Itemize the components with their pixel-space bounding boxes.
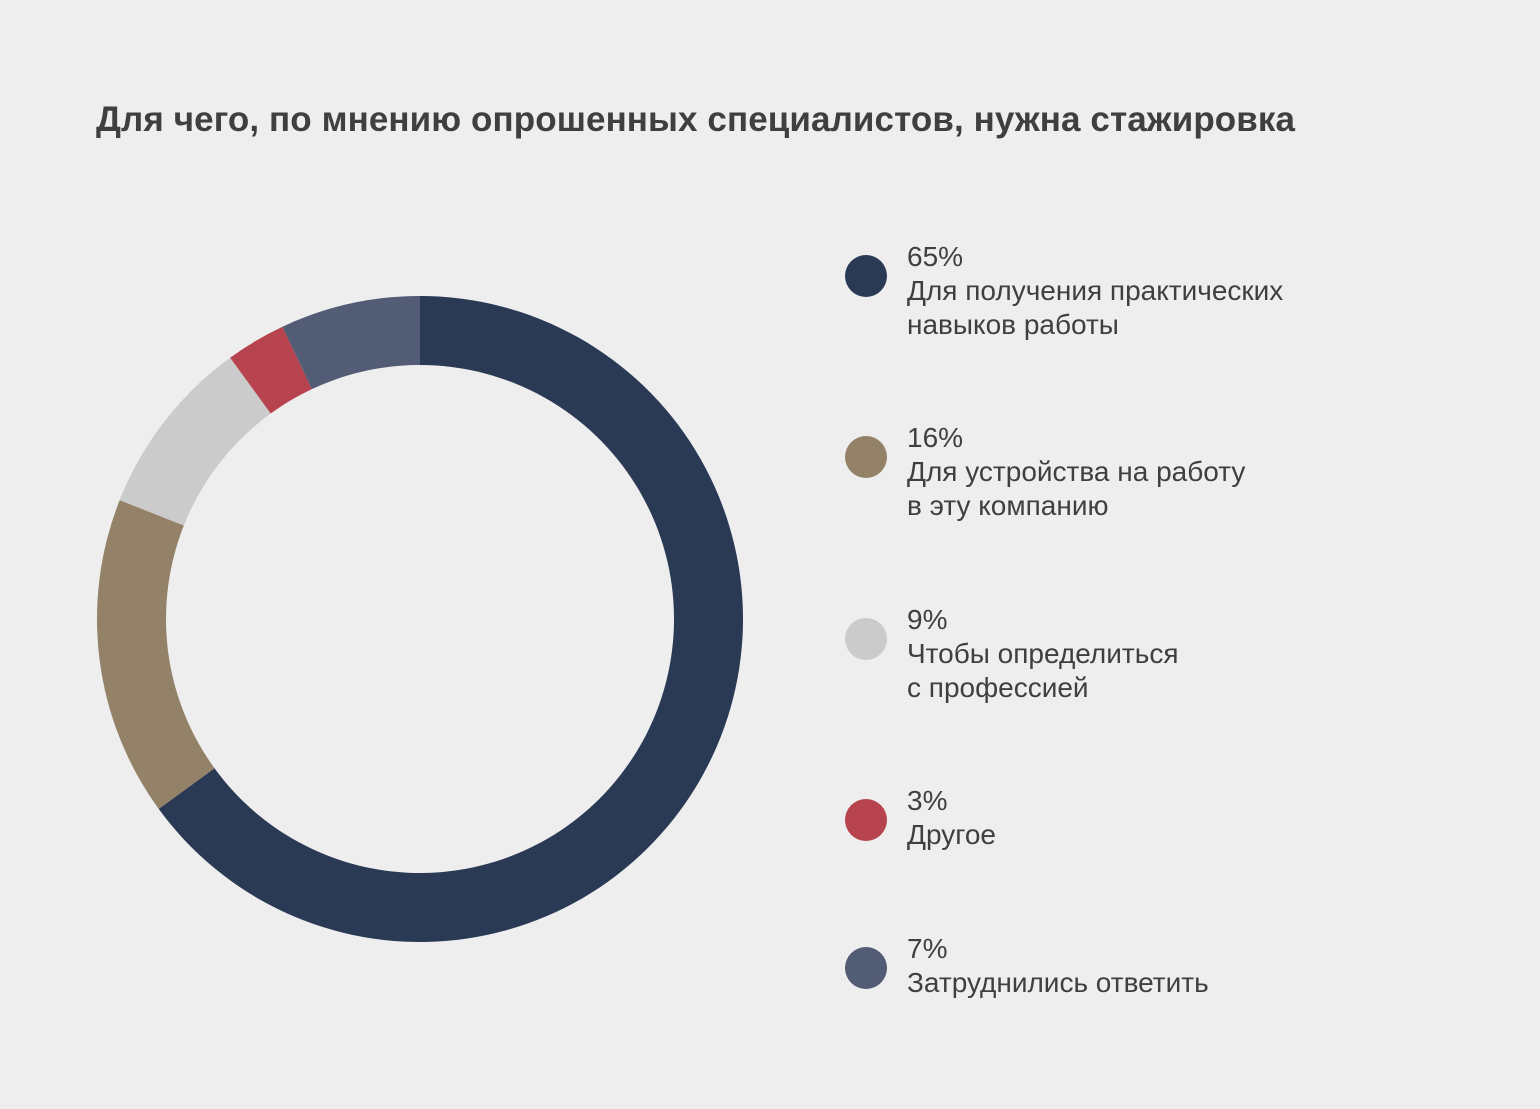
legend-value: 16% xyxy=(907,422,964,453)
legend-text: 65% Для получения практических навыков ра… xyxy=(907,240,1467,342)
legend-label: Для устройства на работу в эту компанию xyxy=(907,456,1246,521)
legend-value: 65% xyxy=(907,241,964,272)
legend-text: 16% Для устройства на работу в эту компан… xyxy=(907,421,1467,523)
donut-slice-4 xyxy=(230,326,312,414)
legend-swatch xyxy=(845,947,887,989)
legend-swatch xyxy=(845,618,887,660)
legend-label: Другое xyxy=(907,819,996,850)
donut-slices xyxy=(97,296,743,942)
legend-text: 9% Чтобы определиться с профессией xyxy=(907,603,1467,705)
legend-swatch xyxy=(845,799,887,841)
legend-value: 3% xyxy=(907,785,948,816)
legend-value: 9% xyxy=(907,604,948,635)
legend-label: Чтобы определиться с профессией xyxy=(907,638,1179,703)
legend-text: 3% Другое xyxy=(907,784,1467,852)
legend-label: Для получения практических навыков работ… xyxy=(907,275,1284,340)
legend-label: Затруднились ответить xyxy=(907,967,1209,998)
legend-swatch xyxy=(845,436,887,478)
donut-slice-3 xyxy=(119,357,271,526)
donut-slice-2 xyxy=(97,500,215,809)
legend-swatch xyxy=(845,255,887,297)
donut-slice-5 xyxy=(282,296,420,390)
chart-title: Для чего, по мнению опрошенных специалис… xyxy=(96,100,1296,139)
legend-text: 7% Затруднились ответить xyxy=(907,932,1467,1000)
legend-value: 7% xyxy=(907,933,948,964)
